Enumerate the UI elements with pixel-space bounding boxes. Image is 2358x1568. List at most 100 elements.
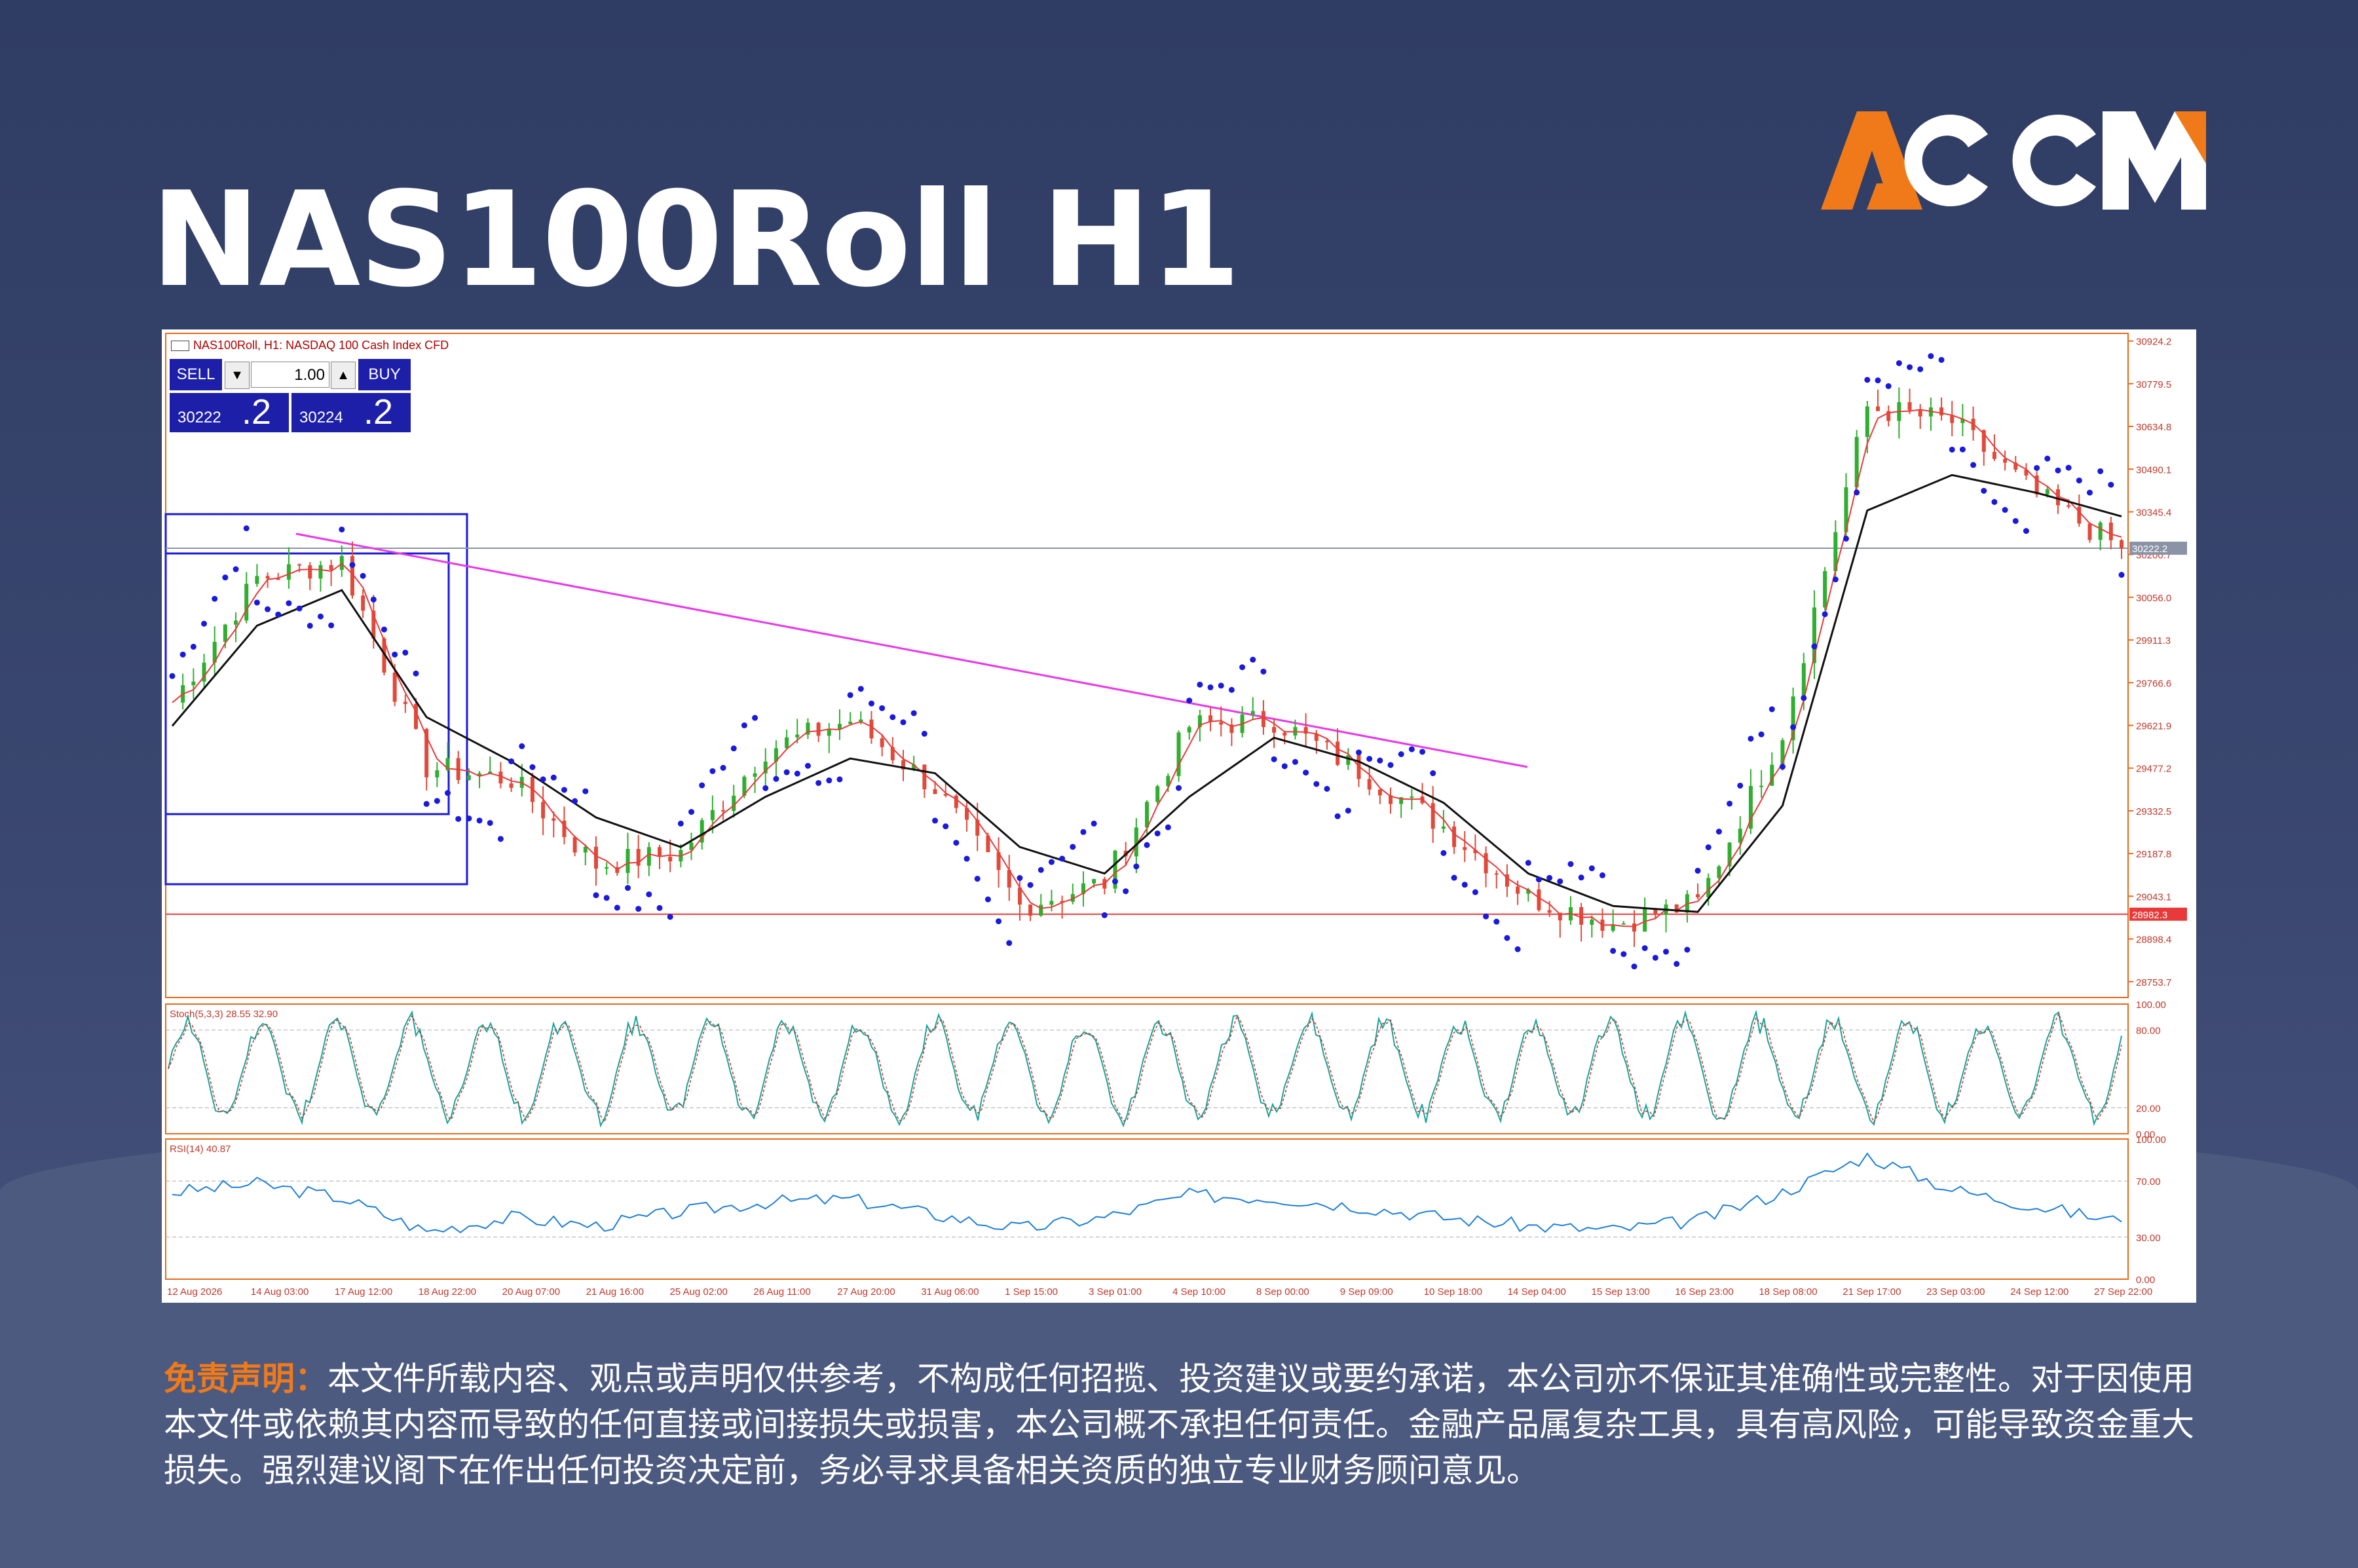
- candle-body: [382, 638, 386, 673]
- bid-price-suffix: .2: [242, 392, 272, 432]
- sar-dot: [1271, 756, 1277, 762]
- candle-body: [806, 722, 810, 735]
- sar-dot: [1907, 364, 1913, 371]
- sar-dot: [1472, 889, 1478, 895]
- sar-dot: [1991, 498, 1998, 505]
- candle-body: [933, 789, 937, 794]
- candle-body: [1939, 407, 1944, 416]
- sar-dot: [1281, 763, 1288, 770]
- candle-body: [1324, 741, 1329, 743]
- candle-body: [1208, 715, 1213, 722]
- sar-dot: [1727, 800, 1733, 807]
- candle-body: [1505, 874, 1509, 887]
- sar-dot: [1535, 876, 1542, 883]
- candle-body: [721, 810, 726, 812]
- candle-body: [392, 672, 397, 702]
- time-tick-label: 16 Sep 23:00: [1675, 1286, 1733, 1297]
- lot-size-input[interactable]: 1.00: [251, 362, 329, 388]
- lot-decrease-icon[interactable]: ▼: [225, 362, 250, 389]
- sar-dot: [1207, 684, 1214, 690]
- sar-dot: [572, 798, 578, 804]
- sar-dot: [964, 855, 970, 862]
- sar-dot: [370, 596, 377, 603]
- buy-button[interactable]: BUY: [358, 359, 411, 390]
- sar-dot: [253, 599, 260, 606]
- sar-dot: [508, 758, 515, 764]
- sar-dot: [1875, 377, 1881, 384]
- sar-dot: [1355, 749, 1362, 756]
- time-tick-label: 8 Sep 00:00: [1256, 1286, 1309, 1297]
- sell-button[interactable]: SELL: [170, 359, 222, 390]
- chart-window[interactable]: 30924.2 30779.5 30634.8 30490.1 30345.4 30200…: [162, 329, 2196, 1303]
- candle-body: [1431, 803, 1435, 829]
- stoch-signal-line: [168, 1012, 2122, 1124]
- price-tick-label: 30345.4: [2136, 507, 2171, 518]
- sar-dot: [1790, 724, 1797, 730]
- candle-body: [414, 703, 418, 729]
- sar-dot: [1483, 913, 1489, 920]
- sar-dot: [1017, 875, 1023, 882]
- candle-body: [1155, 786, 1160, 802]
- sar-dot: [455, 815, 462, 822]
- sar-dot: [2023, 528, 2029, 534]
- sar-dot: [1557, 878, 1563, 885]
- sar-dot: [392, 651, 398, 658]
- candle-body: [308, 565, 312, 579]
- sar-dot: [360, 572, 366, 579]
- rsi-tick-label: 70.00: [2136, 1176, 2161, 1187]
- candle-body: [1696, 894, 1700, 897]
- candle-body: [1812, 607, 1816, 663]
- candle-body: [1092, 879, 1096, 884]
- candle-body: [583, 846, 588, 853]
- sar-dot: [794, 770, 800, 777]
- sar-dot: [804, 762, 811, 769]
- stoch-tick-label: 100.00: [2136, 999, 2166, 1011]
- time-tick-label: 20 Aug 07:00: [502, 1286, 560, 1297]
- ask-price-button[interactable]: 30224 .2: [291, 392, 411, 432]
- sar-dot: [1525, 859, 1531, 866]
- candle-body: [1823, 570, 1827, 608]
- sar-dot: [487, 819, 493, 826]
- sar-dot: [1567, 861, 1574, 867]
- sar-dot: [349, 561, 356, 568]
- price-tick-label: 30056.0: [2136, 593, 2171, 604]
- stoch-tick-label: 0.00: [2136, 1129, 2155, 1140]
- sar-dot: [1504, 935, 1510, 941]
- sar-dot: [423, 800, 430, 807]
- candle-body: [1484, 853, 1488, 874]
- sar-dot: [434, 798, 440, 804]
- candle-body: [1367, 779, 1372, 790]
- time-tick-label: 26 Aug 11:00: [753, 1286, 810, 1297]
- candle-body: [732, 795, 736, 812]
- sar-dot: [2034, 464, 2040, 471]
- candle-body: [1727, 842, 1732, 867]
- sar-dot: [1313, 781, 1320, 787]
- candle-body: [1960, 419, 1965, 423]
- sar-dot: [1218, 682, 1224, 689]
- sar-dot: [773, 775, 779, 782]
- candle-body: [1653, 909, 1658, 915]
- lot-increase-icon[interactable]: ▲: [331, 362, 356, 389]
- candle-body: [1876, 406, 1880, 411]
- candle-body: [1632, 923, 1636, 932]
- candle-body: [1791, 696, 1795, 741]
- sar-dot: [1048, 859, 1055, 865]
- candle-body: [244, 584, 249, 621]
- sar-dot: [677, 820, 684, 827]
- sar-dot: [1006, 940, 1013, 946]
- sar-dot: [1652, 954, 1658, 961]
- sar-dot: [900, 719, 907, 726]
- candle-body: [572, 837, 577, 853]
- candle-body: [1886, 411, 1891, 421]
- bid-price-button[interactable]: 30222 .2: [170, 392, 289, 432]
- candle-body: [1219, 722, 1224, 725]
- chart-header: NAS100Roll, H1: NASDAQ 100 Cash Index CF…: [171, 339, 449, 352]
- candle-body: [1706, 878, 1711, 897]
- candle-body: [2003, 458, 2008, 463]
- sar-dot: [1366, 756, 1373, 762]
- candle-body: [1738, 829, 1742, 843]
- candle-body: [710, 810, 715, 821]
- sar-dot: [1239, 664, 1246, 671]
- sar-dot: [1408, 746, 1415, 753]
- time-tick-label: 17 Aug 12:00: [335, 1286, 392, 1297]
